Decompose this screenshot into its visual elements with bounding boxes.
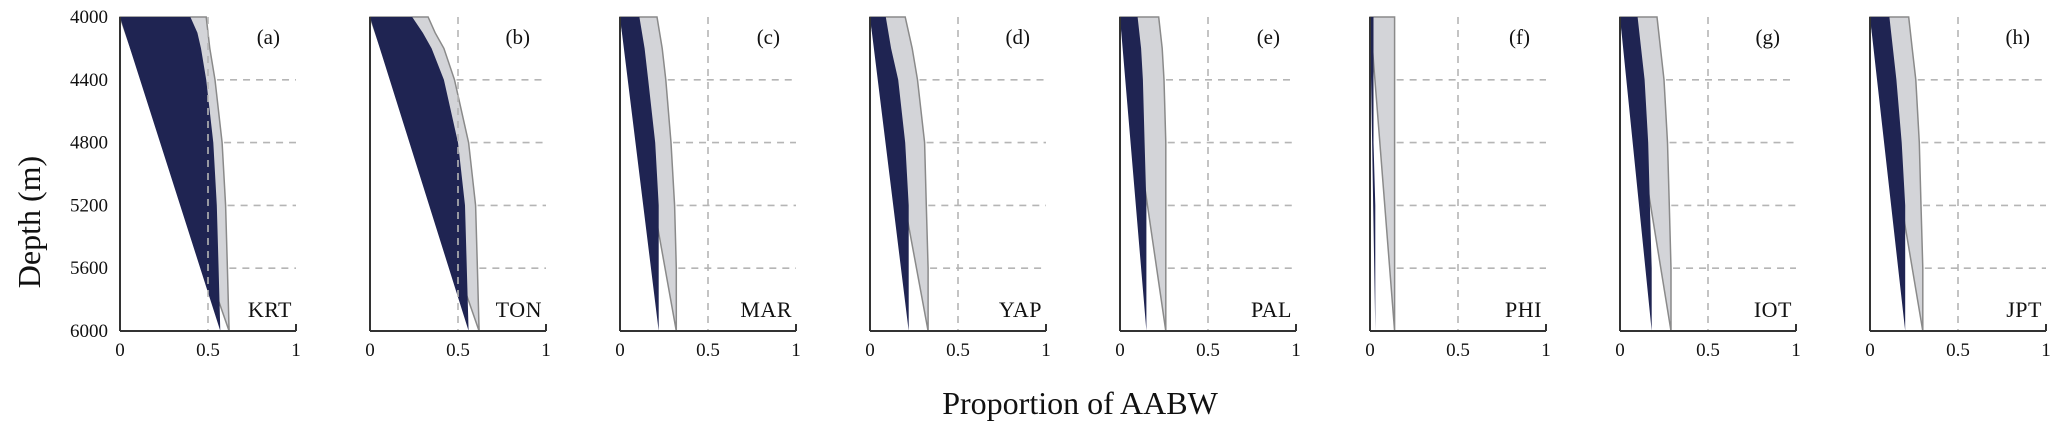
station-label: TON	[496, 297, 542, 322]
x-tick-label: 1	[291, 340, 301, 361]
x-tick-label: 0	[615, 340, 625, 361]
panel-letter: (a)	[257, 25, 280, 49]
lower-series-area	[1620, 17, 1652, 331]
x-tick-label: 0	[1615, 340, 1625, 361]
x-tick-label: 0	[365, 340, 375, 361]
panel-krt: 0 0.5 1 4000 4400 4800 5200 5600 6000 (a) KRT	[70, 7, 301, 361]
lower-series-area	[620, 17, 659, 331]
station-label: PAL	[1251, 297, 1292, 322]
station-label: YAP	[999, 297, 1042, 322]
x-tick-label: 0.5	[1196, 340, 1220, 361]
x-tick-label: 0.5	[1446, 340, 1470, 361]
station-label: IOT	[1754, 297, 1792, 322]
station-label: MAR	[740, 297, 792, 322]
panel-letter: (h)	[2006, 25, 2031, 49]
x-tick-label: 1	[791, 340, 801, 361]
panel-letter: (g)	[1756, 25, 1781, 49]
x-tick-label: 0	[1365, 340, 1375, 361]
panel-jpt: 0 0.5 1 (h) JPT	[1865, 16, 2051, 361]
x-tick-label: 0.5	[946, 340, 970, 361]
station-label: KRT	[248, 297, 292, 322]
x-tick-label: 0	[1115, 340, 1125, 361]
x-tick-label: 0.5	[1946, 340, 1970, 361]
x-tick-label: 0.5	[696, 340, 720, 361]
y-tick-label: 4400	[70, 70, 108, 91]
y-tick-label: 4800	[70, 133, 108, 154]
panel-phi: 0 0.5 1 (f) PHI	[1365, 16, 1551, 361]
panel-ton: 0 0.5 1 (b) TON	[365, 16, 551, 361]
x-tick-label: 1	[1291, 340, 1301, 361]
x-axis-title: Proportion of AABW	[942, 385, 1218, 421]
lower-series-area	[120, 17, 221, 331]
panels-group: 0 0.5 1 4000 4400 4800 5200 5600 6000 (a) KRT 0 0.5 1…	[70, 7, 2051, 361]
x-tick-label: 1	[1041, 340, 1051, 361]
station-label: PHI	[1505, 297, 1542, 322]
x-tick-label: 1	[1791, 340, 1801, 361]
panel-iot: 0 0.5 1 (g) IOT	[1615, 16, 1801, 361]
x-tick-label: 0.5	[196, 340, 220, 361]
x-tick-label: 0.5	[446, 340, 470, 361]
panel-letter: (e)	[1257, 25, 1280, 49]
panel-letter: (c)	[757, 25, 780, 49]
x-tick-label: 1	[2041, 340, 2051, 361]
x-tick-label: 0	[1865, 340, 1875, 361]
panel-letter: (d)	[1006, 25, 1031, 49]
lower-series-area	[1370, 17, 1376, 331]
y-tick-label: 4000	[70, 7, 108, 28]
lower-series-area	[1870, 17, 1906, 331]
y-axis-title: Depth (m)	[11, 156, 47, 288]
x-tick-label: 0.5	[1696, 340, 1720, 361]
y-tick-label: 6000	[70, 321, 108, 342]
lower-series-area	[1120, 17, 1147, 331]
lower-series-area	[370, 17, 469, 331]
y-tick-label: 5200	[70, 195, 108, 216]
lower-series-area	[870, 17, 909, 331]
station-label: JPT	[2006, 297, 2042, 322]
panel-letter: (f)	[1509, 25, 1530, 49]
x-tick-label: 1	[1541, 340, 1551, 361]
panel-yap: 0 0.5 1 (d) YAP	[865, 16, 1051, 361]
x-tick-label: 0	[115, 340, 125, 361]
y-tick-label: 5600	[70, 258, 108, 279]
panel-pal: 0 0.5 1 (e) PAL	[1115, 16, 1301, 361]
x-tick-label: 1	[541, 340, 551, 361]
panel-letter: (b)	[506, 25, 531, 49]
panel-mar: 0 0.5 1 (c) MAR	[615, 16, 801, 361]
x-tick-label: 0	[865, 340, 875, 361]
